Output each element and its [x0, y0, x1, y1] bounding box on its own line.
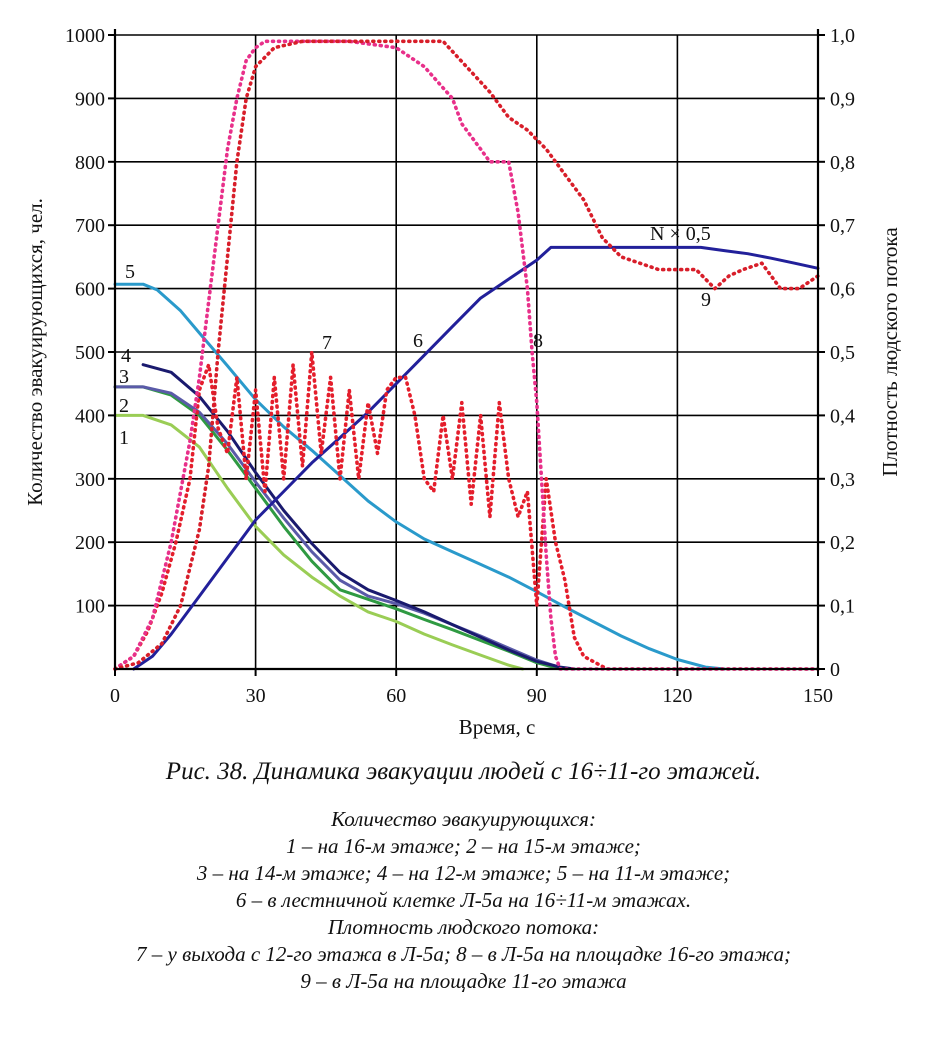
x-axis-label: Время, с — [459, 715, 536, 739]
curve-label-3: 3 — [119, 366, 129, 388]
plot-series — [113, 39, 820, 671]
series-line-1 — [113, 413, 525, 671]
x-tick-label: 150 — [803, 685, 833, 707]
y-tick-label-right: 0,8 — [830, 152, 855, 174]
curve-label-6: 6 — [413, 330, 423, 352]
y-tick-label-right: 1,0 — [830, 25, 855, 47]
curve-label-2: 2 — [119, 395, 129, 417]
curve-label-4: 4 — [121, 345, 131, 367]
y-tick-label-right: 0,1 — [830, 596, 855, 618]
y-tick-label-left: 600 — [75, 279, 105, 301]
series-line-7 — [113, 350, 820, 671]
y-tick-label-right: 0,2 — [830, 532, 855, 554]
series-line-5 — [113, 282, 726, 671]
curve-label-7: 7 — [322, 332, 332, 354]
curve-label-1: 1 — [119, 427, 129, 449]
curve-label-n-scale: N × 0,5 — [650, 223, 711, 245]
y-axis-label-left: Количество эвакуирующихся, чел. — [23, 198, 47, 506]
x-tick-label: 90 — [527, 685, 547, 707]
y-tick-label-left: 100 — [75, 596, 105, 618]
y-tick-label-right: 0,5 — [830, 342, 855, 364]
y-tick-label-right: 0,7 — [830, 215, 855, 237]
caption-line: 1 – на 16-м этаже; 2 – на 15-м этаже; — [286, 834, 641, 858]
series-line-3 — [113, 385, 567, 671]
x-tick-label: 30 — [246, 685, 266, 707]
y-tick-label-right: 0,3 — [830, 469, 855, 491]
y-tick-label-left: 1000 — [65, 25, 105, 47]
series-line-2 — [113, 385, 562, 671]
y-tick-label-right: 0,4 — [830, 405, 855, 427]
series-line-6 — [132, 245, 820, 671]
y-tick-label-right: 0,6 — [830, 279, 855, 301]
y-tick-label-right: 0 — [830, 659, 840, 681]
y-tick-label-left: 900 — [75, 88, 105, 110]
figure-caption-title: Рис. 38. Динамика эвакуации людей с 16÷1… — [165, 758, 762, 785]
y-tick-label-left: 800 — [75, 152, 105, 174]
curve-label-8: 8 — [533, 330, 543, 352]
caption-line: Количество эвакуирующихся: — [331, 807, 596, 831]
y-tick-label-left: 200 — [75, 532, 105, 554]
tick-labels: 100200300400500600700800900100000,10,20,… — [65, 25, 855, 707]
caption-line: 9 – в Л-5а на площадке 11-го этажа — [300, 969, 627, 993]
curve-labels: 1 2 34 5 6 7 8 9 N × 0,5 — [119, 223, 711, 449]
caption-line: 3 – на 14-м этаже; 4 – на 12-м этаже; 5 … — [196, 861, 731, 885]
caption-line: Плотность людского потока: — [327, 915, 600, 939]
y-tick-label-left: 500 — [75, 342, 105, 364]
series-line-9 — [113, 39, 820, 671]
curve-label-9: 9 — [701, 289, 711, 311]
y-axis-label-right: Плотность людского потока — [878, 227, 902, 477]
evacuation-chart: 100200300400500600700800900100000,10,20,… — [23, 25, 902, 739]
x-tick-label: 0 — [110, 685, 120, 707]
curve-label-5: 5 — [125, 261, 135, 283]
series-line-4 — [141, 363, 576, 671]
y-tick-label-right: 0,9 — [830, 88, 855, 110]
x-tick-label: 60 — [386, 685, 406, 707]
y-tick-label-left: 300 — [75, 469, 105, 491]
series-line-8 — [113, 39, 820, 671]
caption-line: 7 – у выхода с 12-го этажа в Л-5а; 8 – в… — [136, 942, 791, 966]
figure-caption-legend: Количество эвакуирующихся: 1 – на 16-м э… — [0, 806, 927, 995]
y-tick-label-left: 700 — [75, 215, 105, 237]
x-tick-label: 120 — [662, 685, 692, 707]
plot-frame — [113, 29, 820, 671]
caption-line: 6 – в лестничной клетке Л-5а на 16÷11-м … — [235, 888, 692, 912]
y-tick-label-left: 400 — [75, 405, 105, 427]
